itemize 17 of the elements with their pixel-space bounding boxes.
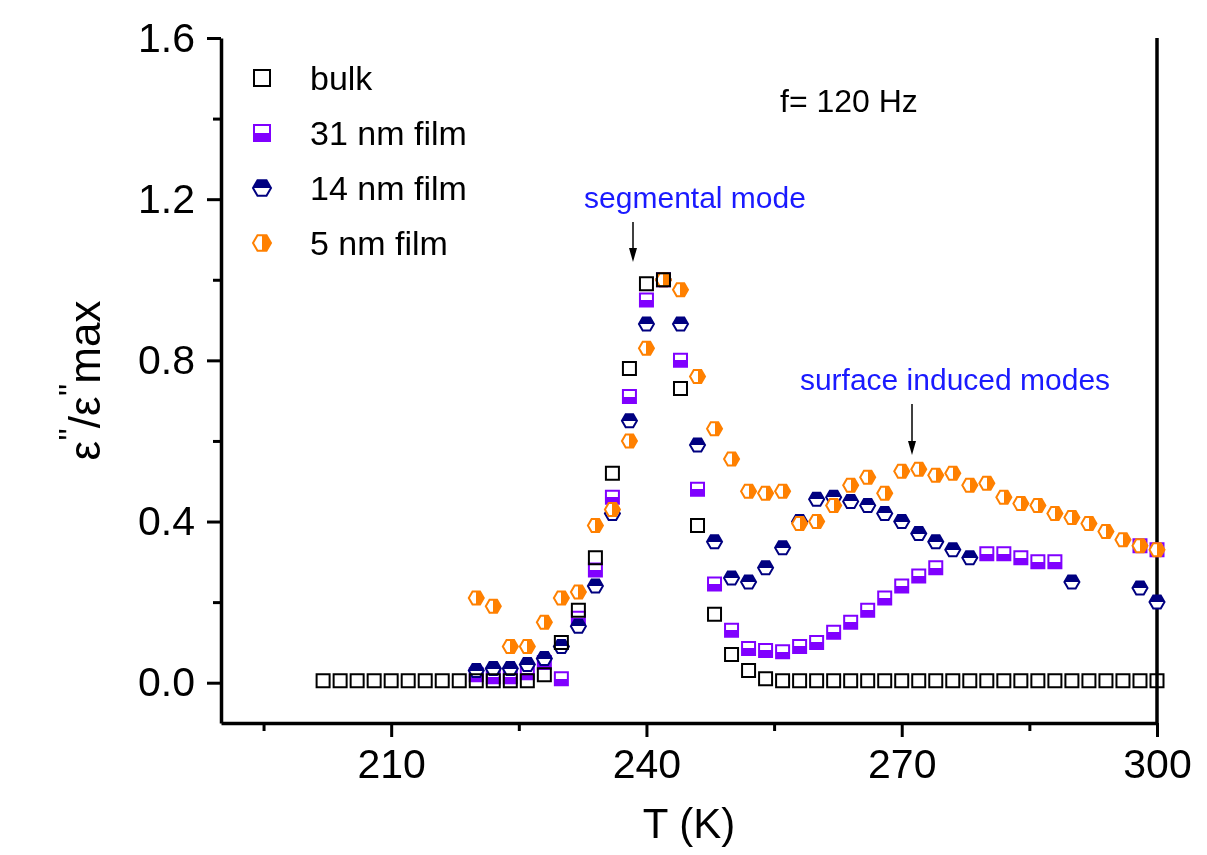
legend-label: 5 nm film: [310, 224, 448, 262]
y-tick-label: 1.2: [138, 175, 195, 222]
y-tick-label: 0.4: [138, 498, 195, 545]
y-tick-label: 0.0: [138, 659, 195, 706]
y-tick-label: 1.6: [138, 14, 195, 61]
x-axis-title: T (K): [642, 800, 736, 847]
x-tick-label: 240: [612, 741, 682, 788]
x-tick-label: 270: [868, 741, 937, 788]
x-tick-label: 300: [1123, 741, 1192, 788]
annotation: segmental mode: [584, 181, 806, 214]
y-tick-label: 0.8: [138, 336, 195, 383]
annotation: surface induced modes: [799, 363, 1111, 396]
legend-label: 31 nm film: [310, 114, 467, 152]
x-tick-label: 210: [357, 741, 426, 788]
annotation: f= 120 Hz: [780, 83, 918, 119]
legend-label: bulk: [310, 59, 374, 97]
legend-label: 14 nm film: [310, 169, 467, 207]
